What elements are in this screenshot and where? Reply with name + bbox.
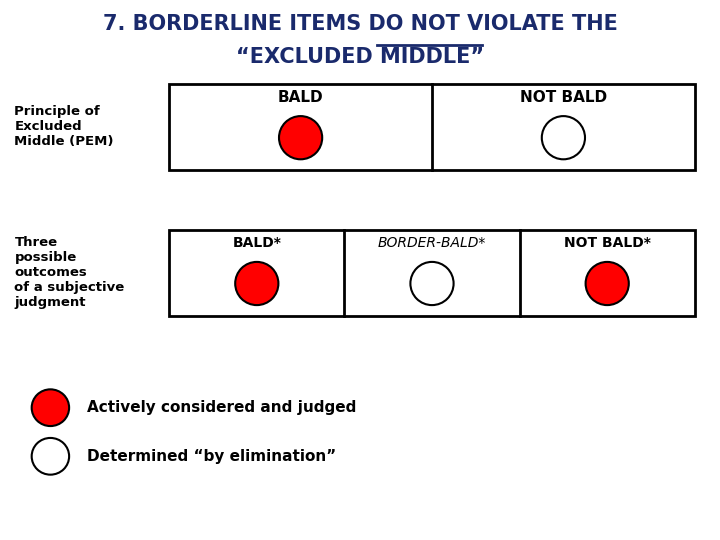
Ellipse shape — [32, 389, 69, 426]
Text: Determined “by elimination”: Determined “by elimination” — [87, 449, 336, 464]
Ellipse shape — [585, 262, 629, 305]
Ellipse shape — [235, 262, 279, 305]
Bar — [169, 230, 695, 316]
Ellipse shape — [410, 262, 454, 305]
Text: Principle of
Excluded
Middle (PEM): Principle of Excluded Middle (PEM) — [14, 105, 114, 148]
Ellipse shape — [279, 116, 323, 159]
Text: Actively considered and judged: Actively considered and judged — [87, 400, 356, 415]
Text: Three
possible
outcomes
of a subjective
judgment: Three possible outcomes of a subjective … — [14, 236, 125, 309]
Ellipse shape — [32, 438, 69, 475]
Text: NOT BALD: NOT BALD — [520, 90, 607, 105]
Text: BORDER-BALD*: BORDER-BALD* — [378, 236, 486, 250]
Text: BALD*: BALD* — [233, 236, 282, 250]
Text: BALD: BALD — [278, 90, 323, 105]
Text: “EXCLUDED MIDDLE”: “EXCLUDED MIDDLE” — [236, 46, 484, 67]
Text: NOT BALD*: NOT BALD* — [564, 236, 651, 250]
Text: 7. BORDERLINE ITEMS DO NOT VIOLATE THE: 7. BORDERLINE ITEMS DO NOT VIOLATE THE — [102, 14, 618, 35]
Bar — [169, 84, 695, 170]
Ellipse shape — [541, 116, 585, 159]
